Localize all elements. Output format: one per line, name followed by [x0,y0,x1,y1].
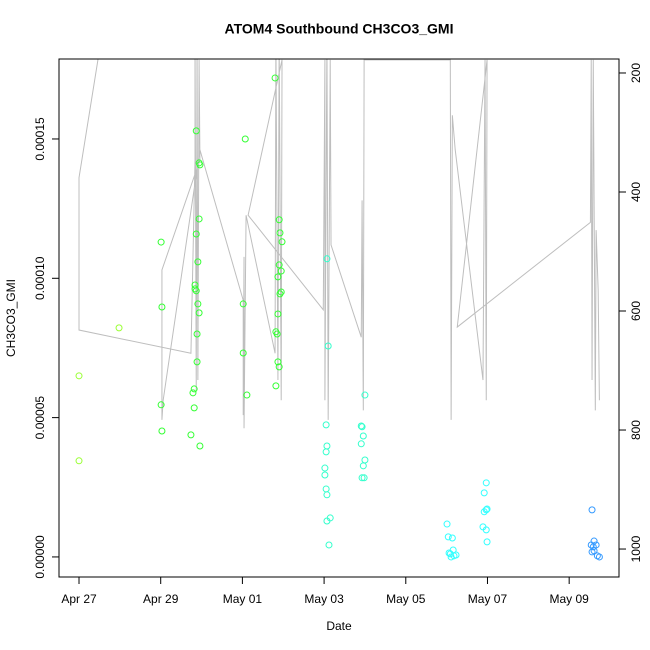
y2-tick-label: 200 [629,63,643,83]
data-point [272,382,280,390]
data-point [194,300,202,308]
x-tick-label: May 01 [223,592,263,606]
data-point [157,238,165,246]
data-point [277,288,285,296]
data-point [190,404,198,412]
y-tick-label: 0.00010 [33,256,47,300]
data-point [277,267,285,275]
data-point [192,287,200,295]
data-point [360,474,368,482]
x-axis-label: Date [326,619,352,633]
data-point [158,303,166,311]
data-point [194,258,202,266]
data-point [276,290,284,298]
data-point [192,230,200,238]
plot-area [75,59,603,561]
data-point [274,273,282,281]
data-point [196,161,204,169]
data-point [324,342,332,350]
data-point [157,401,165,409]
data-point [480,508,488,516]
data-point [325,541,333,549]
data-point [361,391,369,399]
x-tick-label: May 05 [386,592,426,606]
data-point [195,215,203,223]
data-point [275,216,283,224]
data-point [444,533,452,541]
data-point [158,427,166,435]
data-point [321,471,329,479]
data-point [276,229,284,237]
y2-tick-label: 1000 [629,535,643,562]
data-point [480,489,488,497]
data-point [323,491,331,499]
data-point [322,448,330,456]
data-point [482,506,490,514]
data-point [273,330,281,338]
data-point [275,363,283,371]
data-point [590,547,598,555]
data-point [191,285,199,293]
data-point [75,372,83,380]
y2-tick-label: 800 [629,420,643,440]
data-point [193,330,201,338]
data-point [274,358,282,366]
data-point [193,358,201,366]
x-tick-label: May 03 [304,592,344,606]
data-point [323,517,331,525]
data-point [482,526,490,534]
data-point [357,440,365,448]
data-point [115,324,123,332]
x-tick-label: Apr 29 [143,592,179,606]
data-point [196,442,204,450]
data-point [241,135,249,143]
data-point [588,506,596,514]
data-point [447,553,455,561]
data-point [243,391,251,399]
data-point [271,74,279,82]
x-tick-label: May 09 [549,592,589,606]
chart-title: ATOM4 Southbound CH3CO3_GMI [225,21,454,37]
data-point [358,474,366,482]
x-tick-label: May 07 [468,592,508,606]
y-axis-label: CH3CO3_GMI [4,279,18,357]
data-point [321,464,329,472]
data-point [75,457,83,465]
data-point [482,479,490,487]
data-point [187,431,195,439]
data-point [192,127,200,135]
y-tick-label: 0.00000 [33,535,47,579]
data-point [239,349,247,357]
data-point [357,422,365,430]
data-point [359,462,367,470]
data-point [189,389,197,397]
data-point [359,432,367,440]
y-tick-label: 0.00015 [33,117,47,161]
data-point [483,538,491,546]
pressure-line [78,59,600,429]
data-point [275,261,283,269]
data-point [190,385,198,393]
data-point [445,549,453,557]
data-point [195,309,203,317]
data-point [274,310,282,318]
y2-tick-label: 400 [629,182,643,202]
x-tick-label: Apr 27 [61,592,97,606]
data-point [278,238,286,246]
y2-tick-label: 600 [629,301,643,321]
data-point [589,543,597,551]
y-tick-label: 0.00005 [33,396,47,440]
data-point [323,255,331,263]
data-point [443,520,451,528]
data-point [322,421,330,429]
data-point [358,423,366,431]
data-point [595,553,603,561]
data-point [239,300,247,308]
data-point [448,534,456,542]
